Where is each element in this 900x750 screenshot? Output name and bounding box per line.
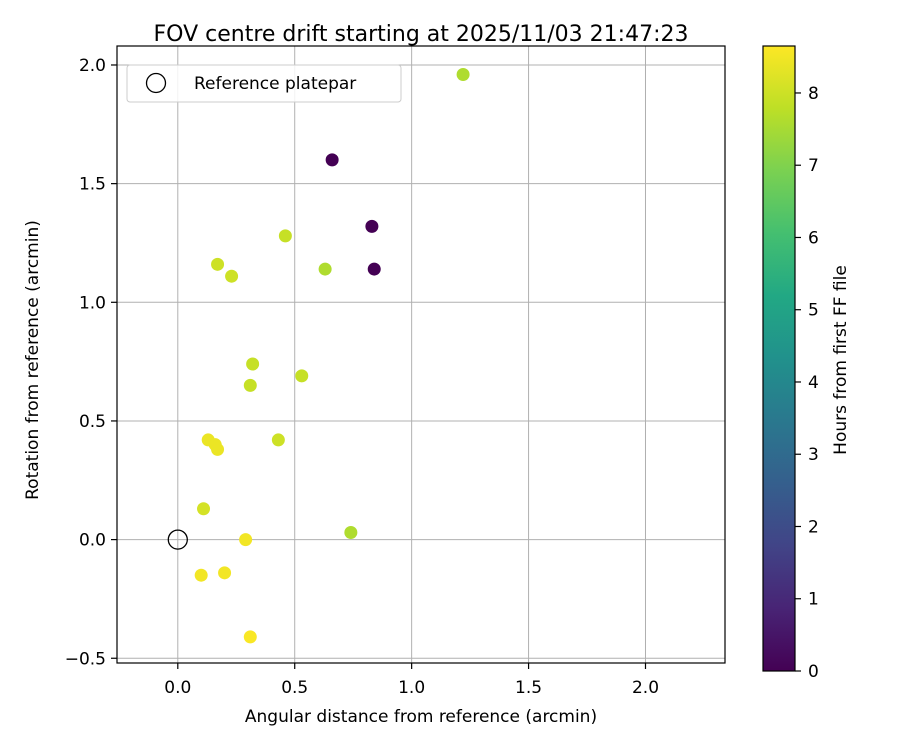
data-point [295,369,309,383]
y-tick-label: 1.5 [79,175,106,195]
data-point [218,566,232,580]
colorbar-tick-label: 1 [808,590,819,610]
data-point [456,67,470,81]
colorbar-tick-label: 2 [808,517,819,537]
chart-title: FOV centre drift starting at 2025/11/03 … [154,22,689,47]
data-point [365,219,379,233]
reference-point [167,529,188,550]
x-tick-label: 1.5 [515,678,542,698]
grid [117,46,725,663]
colorbar-tick-label: 3 [808,445,819,465]
y-tick-label: −0.5 [65,649,106,669]
x-axis-ticks: 0.0 0.5 1.0 1.5 2.0 [164,663,659,698]
legend: Reference platepar [126,64,402,103]
y-tick-label: 1.0 [79,293,106,313]
colorbar-tick-label: 8 [808,84,819,104]
legend-box [126,64,402,103]
data-point [197,502,211,516]
colorbar-tick-label: 4 [808,373,819,393]
colorbar-label: Hours from first FF file [831,265,851,455]
y-axis-ticks: −0.5 0.0 0.5 1.0 1.5 2.0 [65,56,117,669]
plot-frame [116,45,726,664]
data-point [278,229,292,243]
colorbar-tick-label: 7 [808,156,819,176]
legend-label-reference: Reference platepar [194,74,356,94]
data-point [325,153,339,167]
data-point [367,262,381,276]
data-point [271,433,285,447]
y-tick-label: 0.0 [79,531,106,551]
colorbar [762,45,796,672]
y-tick-label: 0.5 [79,412,106,432]
data-point [243,378,257,392]
colorbar-tick-label: 6 [808,228,819,248]
data-point [211,257,225,271]
colorbar-tick-label: 0 [808,662,819,682]
data-point [194,568,208,582]
y-axis-label: Rotation from reference (arcmin) [23,220,43,500]
scatter-series [167,67,470,644]
x-tick-label: 0.0 [164,678,191,698]
data-point [225,269,239,283]
x-tick-label: 1.0 [398,678,425,698]
data-point [211,442,225,456]
x-tick-label: 0.5 [281,678,308,698]
data-point [243,630,257,644]
x-axis-label: Angular distance from reference (arcmin) [245,707,597,727]
data-point [239,533,253,547]
colorbar-ticks: 0 1 2 3 4 5 6 7 8 [795,84,819,682]
y-tick-label: 2.0 [79,56,106,76]
x-tick-label: 2.0 [632,678,659,698]
colorbar-tick-label: 5 [808,301,819,321]
legend-marker-reference [145,72,167,94]
data-point [246,357,260,371]
data-point [318,262,332,276]
data-point [344,525,358,539]
